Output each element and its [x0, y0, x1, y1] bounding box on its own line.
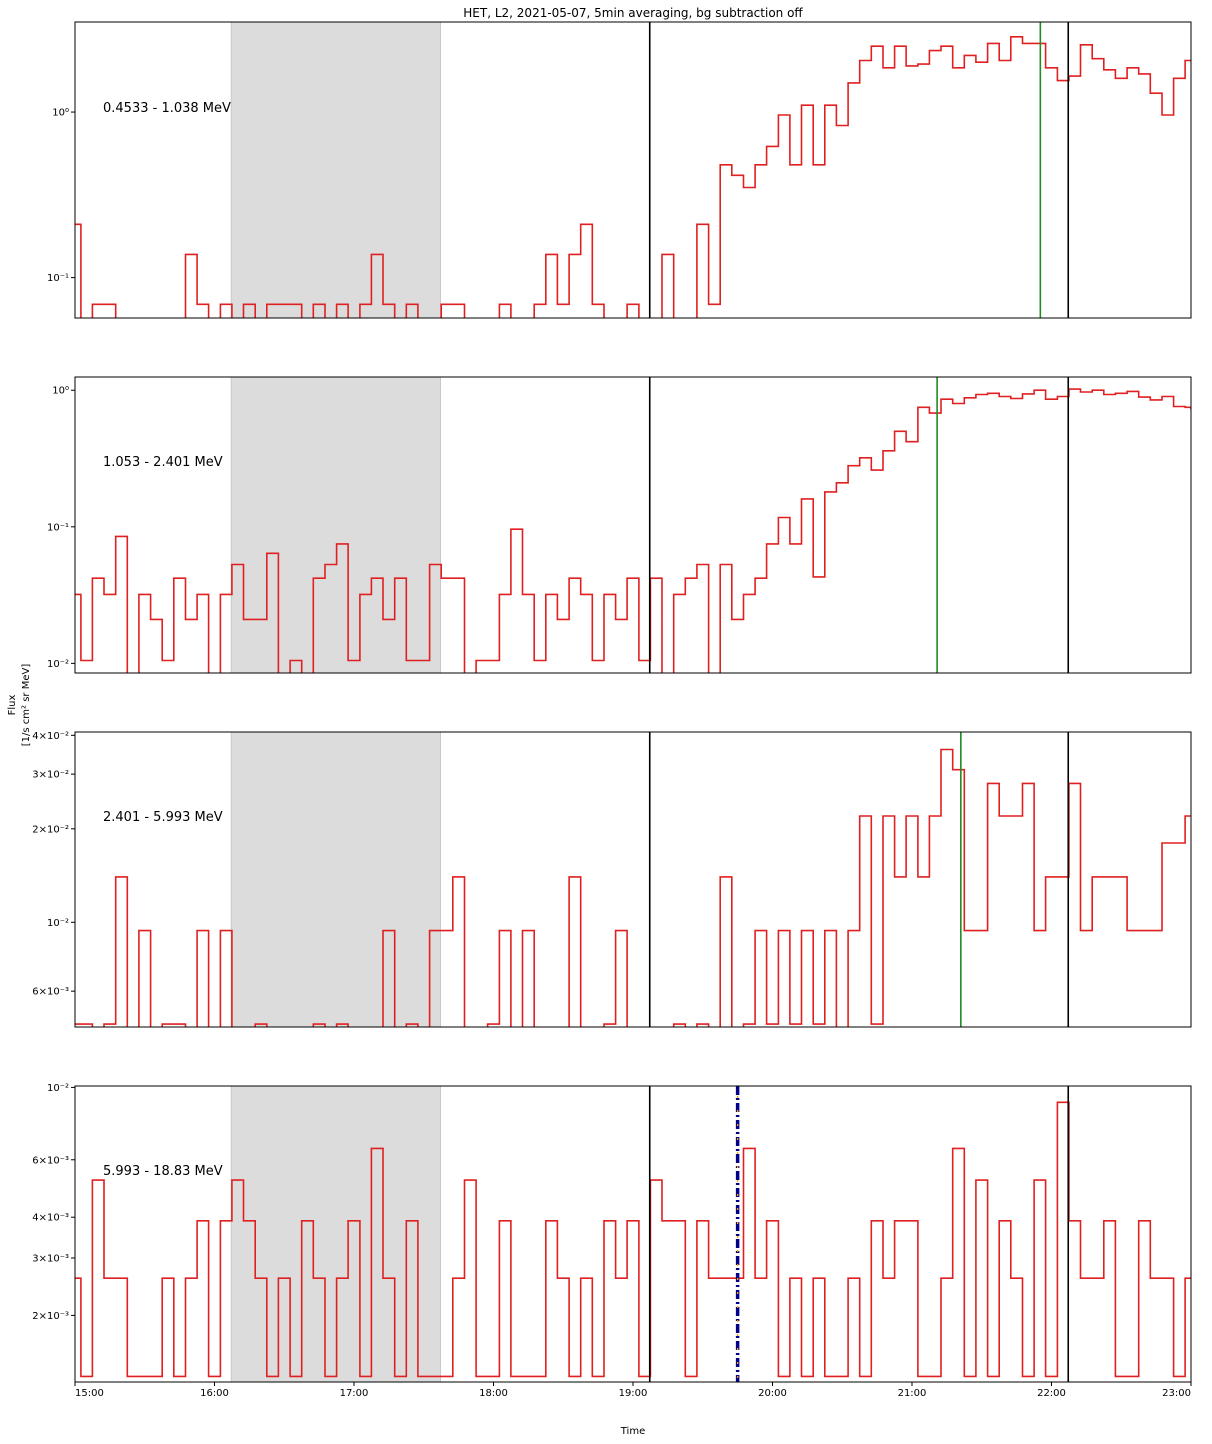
x-tick-label: 17:00 — [340, 1388, 369, 1399]
flux-series — [75, 1101, 1191, 1378]
panel-1: 10⁻² 10⁻¹ 10⁰ 1.053 - 2.401 MeV — [47, 376, 1192, 674]
flux-series — [75, 748, 1191, 1027]
y-tick-label: 10⁻¹ — [47, 273, 69, 284]
y-tick-label: 10⁰ — [52, 108, 69, 119]
panel-frame — [74, 21, 1192, 319]
y-tick-label: 10⁻² — [47, 1083, 69, 1094]
y-axis-label-line2: [1/s cm² sr MeV] — [21, 664, 32, 747]
y-tick-label: 4×10⁻³ — [32, 1213, 69, 1224]
energy-range-label: 1.053 - 2.401 MeV — [103, 455, 223, 470]
y-axis-label-line1: Flux — [7, 695, 18, 716]
y-tick-label: 2×10⁻² — [32, 824, 69, 835]
shaded-interval — [230, 731, 441, 1028]
x-tick-label: 18:00 — [479, 1388, 508, 1399]
y-tick-label: 6×10⁻³ — [32, 987, 69, 998]
x-tick-label: 15:00 — [75, 1388, 104, 1399]
panel-frame — [74, 376, 1192, 674]
x-tick-label: 16:00 — [200, 1388, 229, 1399]
shaded-interval — [230, 376, 441, 674]
x-axis-ticks: 15:00 16:00 17:00 18:00 19:00 20:00 21:00 22:00… — [74, 1382, 1192, 1399]
energy-range-label: 5.993 - 18.83 MeV — [103, 1164, 223, 1179]
energy-range-label: 2.401 - 5.993 MeV — [103, 810, 223, 825]
panel-frame — [74, 731, 1192, 1028]
y-tick-label: 10⁻² — [47, 659, 69, 670]
y-tick-label: 10⁻² — [47, 918, 69, 929]
panel-2: 6×10⁻³ 10⁻² 2×10⁻² 3×10⁻² 4×10⁻² 2.401 - 5.99… — [32, 731, 1192, 1028]
x-tick-label: 23:00 — [1162, 1388, 1191, 1399]
panel-0: 10⁻¹ 10⁰ 0.4533 - 1.038 MeV — [47, 21, 1192, 319]
x-axis-label: Time — [620, 1426, 645, 1437]
y-tick-label: 2×10⁻³ — [32, 1311, 69, 1322]
y-tick-label: 10⁰ — [52, 386, 69, 397]
flux-series — [75, 388, 1191, 673]
panel-3: 2×10⁻³ 3×10⁻³ 4×10⁻³ 6×10⁻³ 10⁻² 5.993 - 18.8… — [32, 1083, 1192, 1383]
y-tick-label: 6×10⁻³ — [32, 1155, 69, 1166]
y-tick-label: 10⁻¹ — [47, 522, 69, 533]
x-tick-label: 22:00 — [1037, 1388, 1066, 1399]
chart-title: HET, L2, 2021-05-07, 5min averaging, bg … — [463, 6, 803, 20]
x-tick-label: 21:00 — [898, 1388, 927, 1399]
x-tick-label: 19:00 — [619, 1388, 648, 1399]
y-tick-label: 3×10⁻³ — [32, 1253, 69, 1264]
y-tick-label: 3×10⁻² — [32, 770, 69, 781]
energy-range-label: 0.4533 - 1.038 MeV — [103, 101, 231, 116]
y-axis-label: Flux [1/s cm² sr MeV] — [7, 664, 32, 747]
y-tick-label: 4×10⁻² — [32, 731, 69, 742]
shaded-interval — [230, 21, 441, 319]
flux-series — [75, 36, 1191, 318]
x-tick-label: 20:00 — [758, 1388, 787, 1399]
